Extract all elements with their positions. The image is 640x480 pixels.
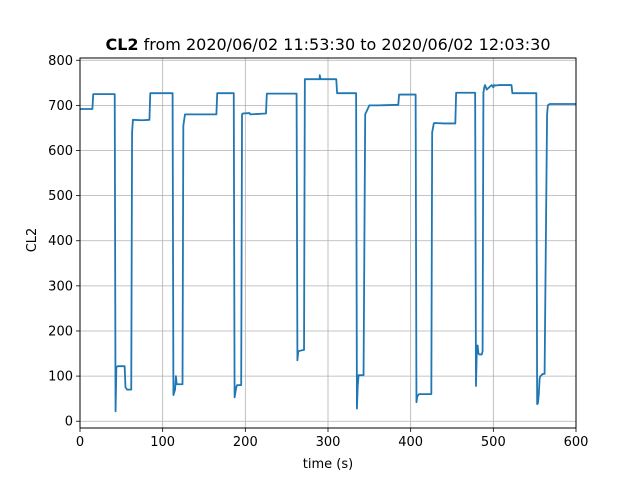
y-tick-label: 800 <box>48 54 73 69</box>
series-line <box>80 74 576 413</box>
x-tick-label: 100 <box>150 435 175 450</box>
y-axis-label: CL2 <box>25 228 40 253</box>
y-tick-label: 600 <box>48 144 73 159</box>
y-tick-label: 100 <box>48 370 73 385</box>
y-tick-label: 400 <box>48 234 73 249</box>
y-axis-ticks: 0 100 200 300 400 500 600 700 800 <box>48 54 80 430</box>
y-tick-label: 500 <box>48 189 73 204</box>
y-tick-label: 200 <box>48 324 73 339</box>
x-tick-label: 300 <box>316 435 341 450</box>
x-axis-ticks: 0 100 200 300 400 500 600 <box>76 428 589 450</box>
x-tick-label: 500 <box>481 435 506 450</box>
series-line-group <box>80 74 576 413</box>
chart-title-rest: from 2020/06/02 11:53:30 to 2020/06/02 1… <box>139 35 551 54</box>
x-tick-label: 0 <box>76 435 84 450</box>
x-tick-label: 600 <box>564 435 589 450</box>
x-tick-label: 400 <box>398 435 423 450</box>
x-axis-label: time (s) <box>303 457 353 472</box>
x-tick-label: 200 <box>233 435 258 450</box>
chart-title-bold: CL2 <box>105 35 138 54</box>
y-tick-label: 700 <box>48 99 73 114</box>
chart-title: CL2 from 2020/06/02 11:53:30 to 2020/06/… <box>105 35 550 54</box>
grid-lines <box>79 58 577 428</box>
y-tick-label: 300 <box>48 279 73 294</box>
y-tick-label: 0 <box>65 415 73 430</box>
